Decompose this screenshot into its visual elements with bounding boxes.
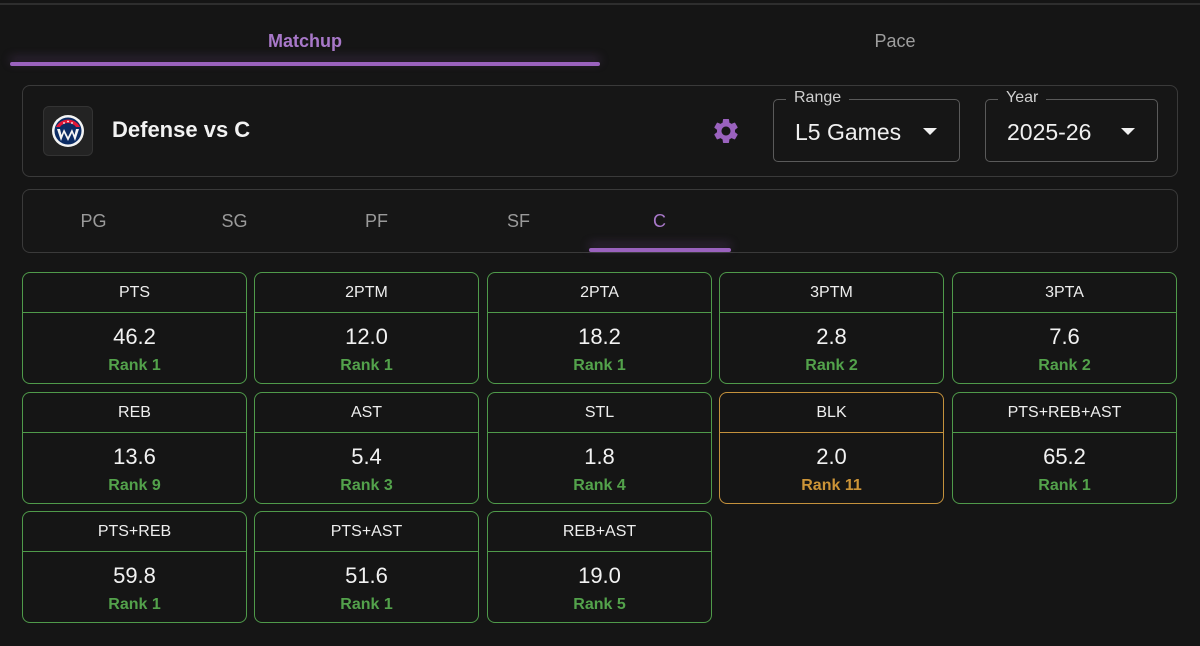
range-select-legend: Range [786,89,850,107]
year-select-legend: Year [998,89,1047,107]
tab-pace-label: Pace [874,31,916,51]
stat-card-stl: STL 1.8 Rank 4 [487,392,712,504]
stat-rank: Rank 1 [573,357,626,374]
stat-rank: Rank 1 [340,596,393,613]
wizards-team-logo [43,106,93,156]
tab-position-label: PF [364,210,388,231]
page-title: Defense vs C [112,117,251,142]
main-tabs: Matchup Pace [10,22,1190,66]
gear-icon[interactable] [711,116,741,146]
stat-value: 46.2 [113,324,156,349]
year-select[interactable]: Year 2025-26 [985,89,1158,162]
stat-label: 2PTA [488,273,711,313]
stat-card-pts-reb: PTS+REB 59.8 Rank 1 [22,511,247,623]
stat-rank: Rank 11 [801,477,862,494]
tab-matchup[interactable]: Matchup [10,22,600,66]
stat-label: 3PTA [953,273,1176,313]
stat-card-2ptm: 2PTM 12.0 Rank 1 [254,272,479,384]
main-tab-indicator [10,62,600,66]
tab-position-label: SF [506,210,530,231]
stat-label: PTS [23,273,246,313]
stat-rank: Rank 2 [1038,357,1091,374]
stat-label: AST [255,393,478,433]
stat-card-reb-ast: REB+AST 19.0 Rank 5 [487,511,712,623]
position-tab-indicator [589,248,731,252]
tab-position-label: SG [221,210,248,231]
stat-value: 5.4 [351,444,382,469]
stat-rank: Rank 4 [573,477,626,494]
stat-value: 51.6 [345,563,388,588]
stat-card-ast: AST 5.4 Rank 3 [254,392,479,504]
stat-label: BLK [720,393,943,433]
chevron-down-icon [923,128,937,135]
stat-rank: Rank 5 [573,596,626,613]
stat-card-2pta: 2PTA 18.2 Rank 1 [487,272,712,384]
stat-rank: Rank 1 [1038,477,1091,494]
stat-label: PTS+AST [255,512,478,552]
stat-rank: Rank 2 [805,357,858,374]
stat-value: 65.2 [1043,444,1086,469]
team-logo-icon [52,115,84,147]
stat-value: 2.0 [816,444,847,469]
position-tabs: PG SG PF SF C [22,189,1178,253]
tab-position-pg[interactable]: PG [23,190,164,252]
stat-value: 19.0 [578,563,621,588]
tab-position-c[interactable]: C [589,190,730,252]
stat-rank: Rank 1 [108,596,161,613]
stat-label: REB [23,393,246,433]
stat-value: 59.8 [113,563,156,588]
top-divider [0,3,1200,5]
stat-label: PTS+REB+AST [953,393,1176,433]
chevron-down-icon [1121,128,1135,135]
stat-rank: Rank 1 [340,357,393,374]
stat-value: 18.2 [578,324,621,349]
tab-position-sg[interactable]: SG [164,190,305,252]
range-select[interactable]: Range L5 Games [773,89,960,162]
stat-rank: Rank 9 [108,477,161,494]
stat-label: PTS+REB [23,512,246,552]
stat-label: 2PTM [255,273,478,313]
tab-position-label: C [653,210,666,231]
stat-value: 13.6 [113,444,156,469]
stat-value: 12.0 [345,324,388,349]
stat-card-pts-reb-ast: PTS+REB+AST 65.2 Rank 1 [952,392,1177,504]
stat-card-3pta: 3PTA 7.6 Rank 2 [952,272,1177,384]
stat-value: 7.6 [1049,324,1080,349]
range-select-value: L5 Games [795,119,902,145]
tab-pace[interactable]: Pace [600,22,1190,66]
stat-rank: Rank 3 [340,477,393,494]
tab-position-pf[interactable]: PF [306,190,447,252]
stat-label: STL [488,393,711,433]
tab-matchup-label: Matchup [268,31,342,51]
stat-label: REB+AST [488,512,711,552]
stat-value: 2.8 [816,324,847,349]
matchup-header: Defense vs C Range L5 Games Year 2025-26 [22,85,1178,177]
stat-value: 1.8 [584,444,615,469]
stat-card-pts: PTS 46.2 Rank 1 [22,272,247,384]
stat-card-pts-ast: PTS+AST 51.6 Rank 1 [254,511,479,623]
stat-rank: Rank 1 [108,357,161,374]
stat-label: 3PTM [720,273,943,313]
tab-position-sf[interactable]: SF [448,190,589,252]
stat-card-blk: BLK 2.0 Rank 11 [719,392,944,504]
year-select-value: 2025-26 [1007,119,1092,145]
stat-card-3ptm: 3PTM 2.8 Rank 2 [719,272,944,384]
tab-position-label: PG [80,210,107,231]
stat-card-reb: REB 13.6 Rank 9 [22,392,247,504]
